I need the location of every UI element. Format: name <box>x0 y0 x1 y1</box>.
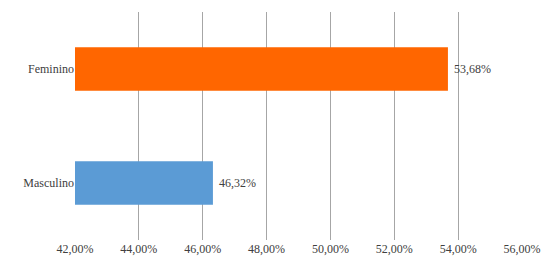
svg-text:44,00%: 44,00% <box>120 242 157 256</box>
svg-text:Masculino: Masculino <box>23 176 74 190</box>
svg-text:42,00%: 42,00% <box>57 242 94 256</box>
svg-text:48,00%: 48,00% <box>248 242 285 256</box>
svg-text:54,00%: 54,00% <box>440 242 477 256</box>
svg-text:50,00%: 50,00% <box>312 242 349 256</box>
svg-text:56,00%: 56,00% <box>504 242 541 256</box>
svg-text:52,00%: 52,00% <box>376 242 413 256</box>
svg-text:Feminino: Feminino <box>28 62 74 76</box>
svg-text:53,68%: 53,68% <box>454 62 491 76</box>
svg-text:46,00%: 46,00% <box>184 242 221 256</box>
svg-text:46,32%: 46,32% <box>219 176 256 190</box>
